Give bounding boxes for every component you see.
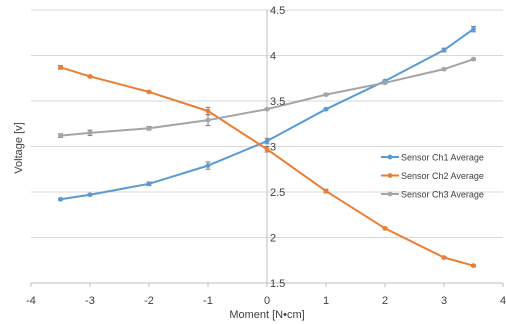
data-point <box>441 66 447 72</box>
x-tick-label: 4 <box>500 295 506 307</box>
x-tick-label: -1 <box>203 295 213 307</box>
x-tick-label: 0 <box>264 295 270 307</box>
y-tick-label: 2 <box>270 233 276 245</box>
tick-labels: 1.5 2 2.5 3 3.5 4 4.5 -4 -3 -2 -1 0 1 2 3 4 <box>26 5 506 307</box>
legend-label: Sensor Ch2 Average <box>401 171 484 181</box>
data-point <box>323 92 329 98</box>
data-point <box>471 56 476 62</box>
data-point <box>146 89 152 95</box>
y-tick-label: 3 <box>270 142 276 154</box>
y-axis-title: Voltage [v] <box>13 122 25 173</box>
y-tick-label: 3.5 <box>270 96 285 108</box>
legend: Sensor Ch1 Average Sensor Ch2 Average Se… <box>381 153 484 200</box>
series-group <box>58 56 476 138</box>
data-point <box>205 108 211 114</box>
x-tick-label: -2 <box>144 295 154 307</box>
data-series <box>58 25 476 269</box>
y-tick-label: 4 <box>270 51 276 63</box>
data-point <box>146 181 152 187</box>
y-tick-label: 1.5 <box>270 278 285 290</box>
x-tick-label: 3 <box>441 295 447 307</box>
legend-label: Sensor Ch1 Average <box>401 153 484 163</box>
data-point <box>87 192 93 198</box>
legend-marker <box>387 191 393 197</box>
data-point <box>205 117 211 123</box>
series-group <box>58 64 476 269</box>
data-point <box>323 188 329 194</box>
data-point <box>87 74 93 79</box>
y-tick-label: 2.5 <box>270 187 285 199</box>
data-point <box>471 26 476 32</box>
legend-item: Sensor Ch2 Average <box>381 171 484 181</box>
x-axis-title: Moment [N•cm] <box>229 309 304 321</box>
x-tick-label: -3 <box>85 295 95 307</box>
legend-label: Sensor Ch3 Average <box>401 190 484 200</box>
legend-item: Sensor Ch1 Average <box>381 153 484 163</box>
data-point <box>382 226 388 231</box>
data-point <box>205 163 211 169</box>
data-point <box>87 130 93 136</box>
y-tick-label: 4.5 <box>270 5 285 17</box>
series-group <box>58 25 476 202</box>
legend-item: Sensor Ch3 Average <box>381 190 484 200</box>
data-point <box>264 146 270 152</box>
data-point <box>441 255 447 260</box>
legend-marker <box>387 154 393 160</box>
data-point <box>146 125 152 131</box>
x-tick-label: -4 <box>26 295 36 307</box>
data-point <box>382 80 388 86</box>
data-point <box>264 106 270 112</box>
data-point <box>441 47 447 53</box>
data-point <box>58 133 63 138</box>
legend-marker <box>387 173 393 178</box>
data-point <box>264 138 270 144</box>
data-point <box>323 106 329 112</box>
data-point <box>58 196 63 202</box>
x-tick-label: 1 <box>323 295 329 307</box>
data-point <box>58 64 63 70</box>
data-point <box>471 263 476 269</box>
x-tick-label: 2 <box>382 295 388 307</box>
